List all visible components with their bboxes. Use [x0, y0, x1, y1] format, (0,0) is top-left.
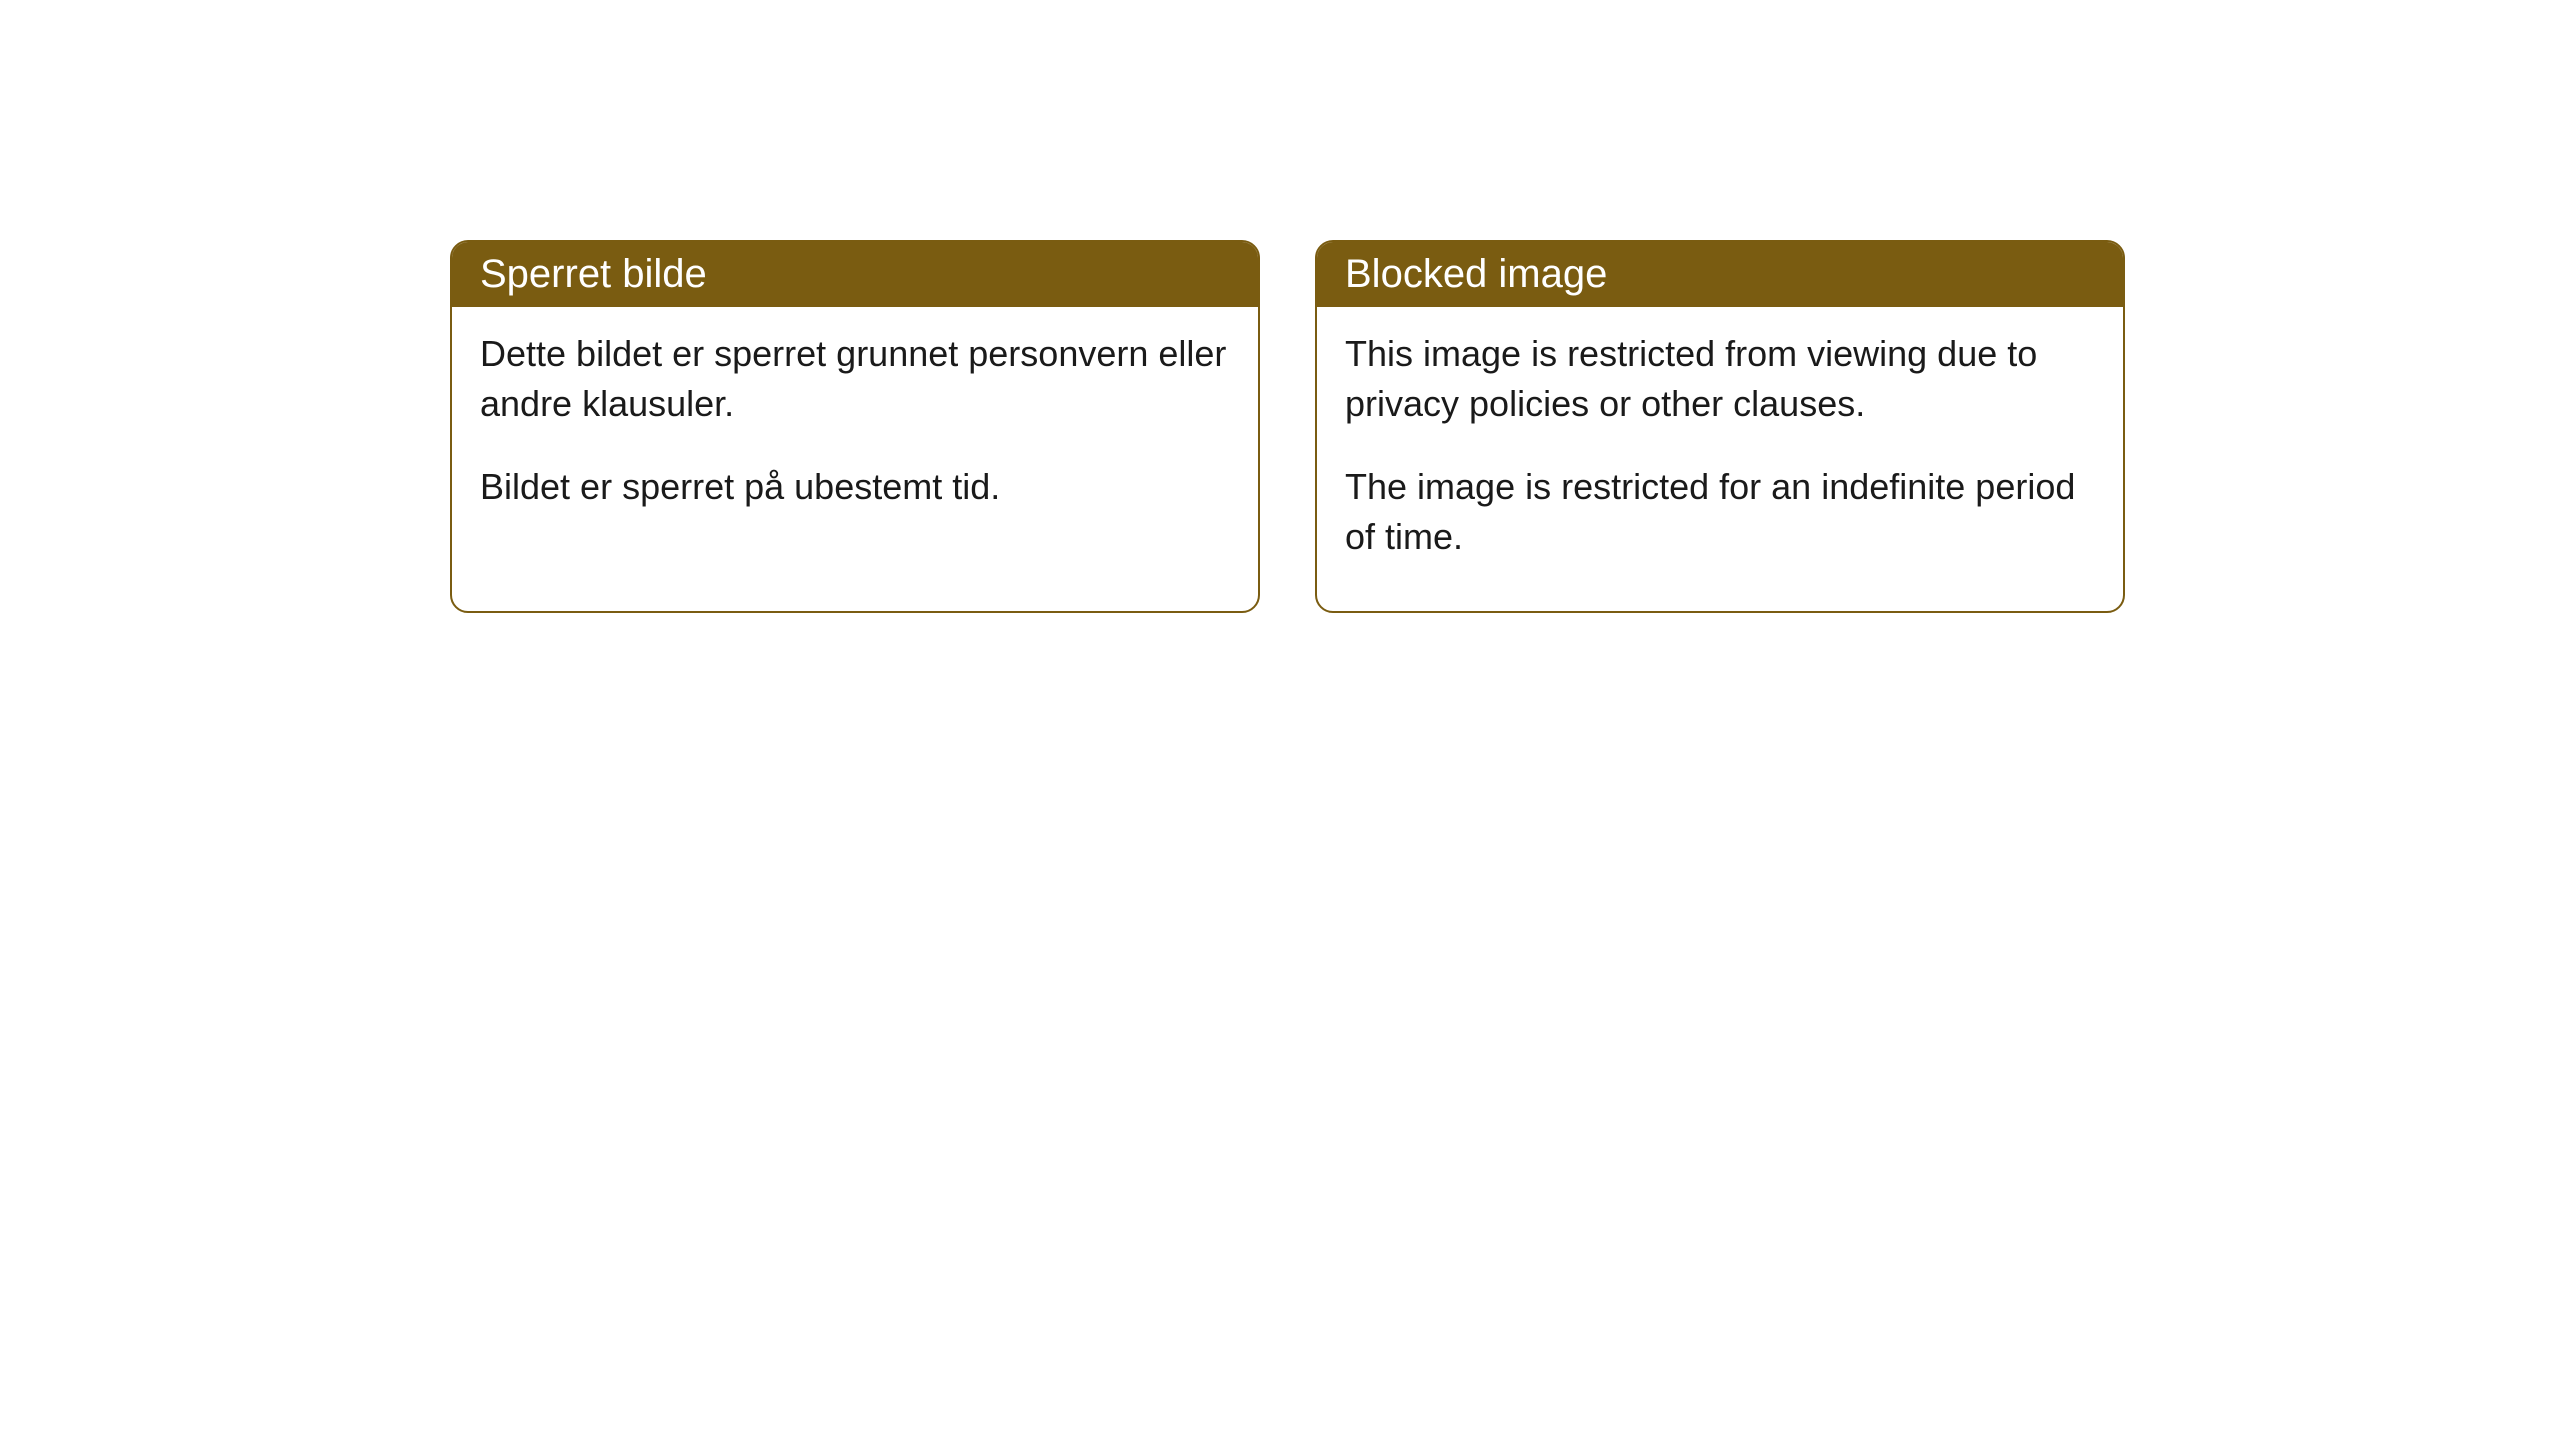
notice-paragraph: Bildet er sperret på ubestemt tid. — [480, 462, 1230, 512]
notice-paragraph: This image is restricted from viewing du… — [1345, 329, 2095, 430]
notice-body: Dette bildet er sperret grunnet personve… — [452, 307, 1258, 560]
notice-header: Sperret bilde — [452, 242, 1258, 307]
notice-body: This image is restricted from viewing du… — [1317, 307, 2123, 611]
notice-box-english: Blocked image This image is restricted f… — [1315, 240, 2125, 613]
notice-title: Blocked image — [1345, 252, 1607, 296]
notice-box-norwegian: Sperret bilde Dette bildet er sperret gr… — [450, 240, 1260, 613]
notice-header: Blocked image — [1317, 242, 2123, 307]
notice-paragraph: Dette bildet er sperret grunnet personve… — [480, 329, 1230, 430]
notice-title: Sperret bilde — [480, 252, 707, 296]
notice-paragraph: The image is restricted for an indefinit… — [1345, 462, 2095, 563]
notice-container: Sperret bilde Dette bildet er sperret gr… — [0, 0, 2560, 613]
